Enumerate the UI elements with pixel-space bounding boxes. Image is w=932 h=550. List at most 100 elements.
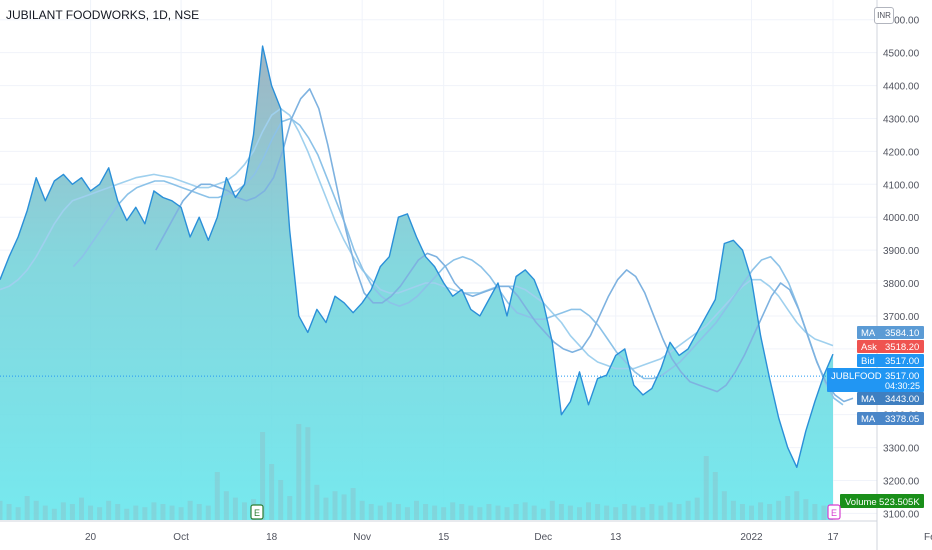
- volume-bar: [504, 507, 510, 520]
- volume-bar: [468, 505, 474, 520]
- volume-bar: [205, 505, 211, 520]
- volume-bar: [133, 505, 139, 520]
- volume-bar: [69, 504, 75, 520]
- volume-bar: [260, 432, 266, 520]
- volume-bar: [51, 508, 57, 520]
- currency-badge[interactable]: INR: [874, 7, 894, 24]
- volume-bar: [97, 507, 103, 520]
- volume-bar: [730, 500, 736, 520]
- volume-bar: [640, 507, 646, 520]
- volume-bar: [78, 497, 84, 520]
- price-label-bg: [857, 326, 924, 339]
- volume-bar: [721, 491, 727, 520]
- price-label-value: 3517.00: [885, 356, 919, 367]
- y-tick-label: 4100.00: [883, 180, 920, 191]
- earnings-marker-upcoming-text: E: [831, 508, 837, 518]
- volume-bar: [178, 507, 184, 520]
- price-label-value: 3517.00: [885, 371, 919, 382]
- volume-bar: [794, 491, 800, 520]
- price-label-value: 3378.05: [885, 414, 919, 425]
- volume-bar: [676, 504, 682, 520]
- y-tick-label: 4400.00: [883, 82, 920, 93]
- volume-bar: [586, 502, 592, 520]
- volume-bar: [423, 504, 429, 520]
- y-tick-label: 3800.00: [883, 279, 920, 290]
- volume-bar: [595, 504, 601, 520]
- x-tick-label: 18: [266, 532, 278, 543]
- volume-bar: [776, 500, 782, 520]
- price-label-tag: MA: [861, 414, 876, 425]
- volume-bar: [604, 505, 610, 520]
- x-tick-label: Feb: [924, 532, 932, 543]
- price-label-tag: Bid: [861, 356, 875, 367]
- volume-bar: [495, 505, 501, 520]
- volume-bar: [377, 505, 383, 520]
- volume-bar: [631, 505, 637, 520]
- volume-bar: [33, 500, 39, 520]
- volume-bar: [115, 504, 121, 520]
- volume-bar: [540, 508, 546, 520]
- volume-bar: [106, 500, 112, 520]
- x-tick-label: 13: [610, 532, 622, 543]
- volume-bar: [359, 500, 365, 520]
- volume-bar: [124, 508, 130, 520]
- earnings-marker-text: E: [254, 508, 260, 518]
- y-tick-label: 4200.00: [883, 147, 920, 158]
- volume-bar: [386, 502, 392, 520]
- price-area: [0, 46, 833, 520]
- x-tick-label: 15: [438, 532, 450, 543]
- volume-bar: [441, 507, 447, 520]
- volume-bar: [60, 502, 66, 520]
- volume-label-tag: Volume: [845, 497, 877, 508]
- y-tick-label: 3300.00: [883, 444, 920, 455]
- volume-bar: [567, 505, 573, 520]
- volume-bar: [314, 484, 320, 520]
- moving-average-line: [155, 88, 854, 403]
- y-tick-label: 4500.00: [883, 49, 920, 60]
- volume-bar: [0, 500, 3, 520]
- volume-bar: [812, 504, 818, 520]
- volume-bar: [749, 505, 755, 520]
- moving-average-line: [72, 117, 844, 406]
- volume-bar: [214, 472, 220, 520]
- volume-bar: [739, 504, 745, 520]
- price-label-tag: MA: [861, 328, 876, 339]
- volume-bar: [160, 504, 166, 520]
- price-label-value: 3584.10: [885, 328, 919, 339]
- volume-bar: [486, 504, 492, 520]
- y-tick-label: 4300.00: [883, 114, 920, 125]
- volume-bar: [196, 504, 202, 520]
- volume-bar: [187, 500, 193, 520]
- volume-bar: [24, 496, 30, 520]
- volume-label-value: 523.505K: [879, 497, 920, 508]
- volume-bar: [296, 424, 302, 520]
- price-line: [0, 45, 834, 468]
- volume-bar: [278, 480, 284, 520]
- price-label-tag: JUBLFOOD: [831, 371, 882, 382]
- volume-bar: [241, 502, 247, 520]
- y-tick-label: 3900.00: [883, 246, 920, 257]
- price-label-bg: [827, 368, 924, 392]
- y-tick-label: 3700.00: [883, 312, 920, 323]
- volume-bar: [151, 502, 157, 520]
- x-tick-label: 17: [827, 532, 839, 543]
- volume-bar: [622, 504, 628, 520]
- volume-bar: [703, 456, 709, 520]
- moving-average-line: [0, 107, 834, 370]
- volume-bar: [232, 497, 238, 520]
- volume-bar: [712, 472, 718, 520]
- price-label-bg: [857, 412, 924, 425]
- volume-bar: [142, 507, 148, 520]
- volume-bar: [42, 505, 48, 520]
- volume-bar: [558, 504, 564, 520]
- volume-bar: [658, 505, 664, 520]
- volume-bar: [269, 464, 275, 520]
- earnings-marker: [250, 504, 264, 520]
- volume-bar: [459, 504, 465, 520]
- volume-bar: [305, 427, 311, 520]
- price-label-bg: [857, 340, 924, 353]
- volume-bar: [395, 504, 401, 520]
- price-label-value: 3443.00: [885, 394, 919, 405]
